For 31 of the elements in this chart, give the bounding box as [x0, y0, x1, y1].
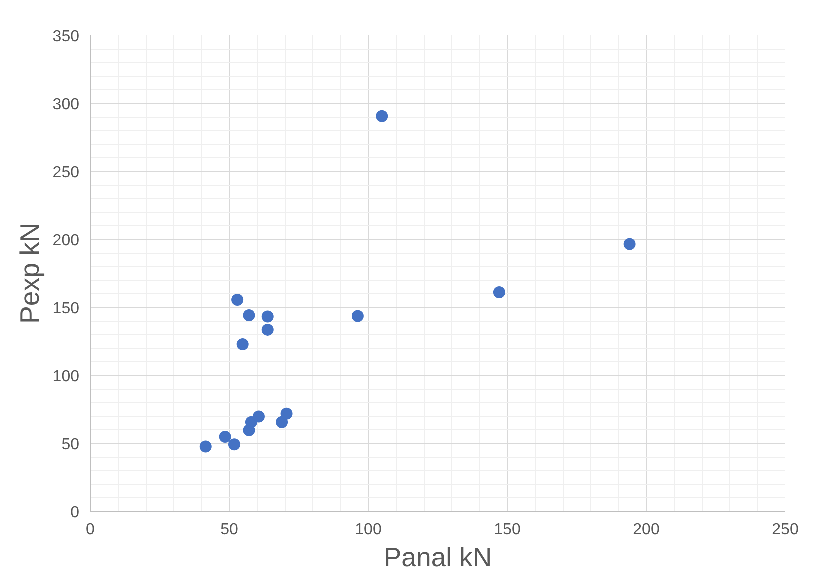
y-tick-label: 250	[52, 164, 80, 182]
point	[493, 286, 506, 299]
point	[232, 294, 244, 306]
point	[262, 324, 274, 336]
point	[252, 410, 265, 423]
x-axis-title: Panal kN	[384, 542, 492, 572]
y-tick-label: 350	[52, 28, 80, 46]
point	[236, 338, 249, 350]
point	[228, 438, 241, 451]
y-tick-label: 50	[62, 436, 80, 454]
point	[276, 416, 288, 428]
point	[200, 440, 212, 453]
y-tick-label: 300	[52, 96, 80, 114]
point	[280, 408, 293, 420]
y-tick-label: 150	[52, 300, 80, 318]
x-tick-label: 150	[494, 522, 521, 538]
point	[352, 310, 364, 322]
point	[262, 310, 274, 323]
point	[219, 430, 232, 443]
x-tick-label: 0	[86, 522, 96, 538]
y-tick-label: 200	[52, 232, 80, 250]
x-tick-label: 250	[772, 522, 799, 538]
x-tick-label: 100	[355, 522, 382, 538]
y-tick-label: 0	[70, 504, 80, 522]
y-axis-title: Pexp kN	[14, 223, 45, 324]
x-tick-label: 200	[633, 522, 660, 538]
point	[376, 110, 388, 122]
x-tick-label: 50	[220, 522, 238, 538]
point	[624, 238, 636, 250]
y-tick-label: 100	[52, 368, 80, 386]
point	[243, 310, 256, 322]
